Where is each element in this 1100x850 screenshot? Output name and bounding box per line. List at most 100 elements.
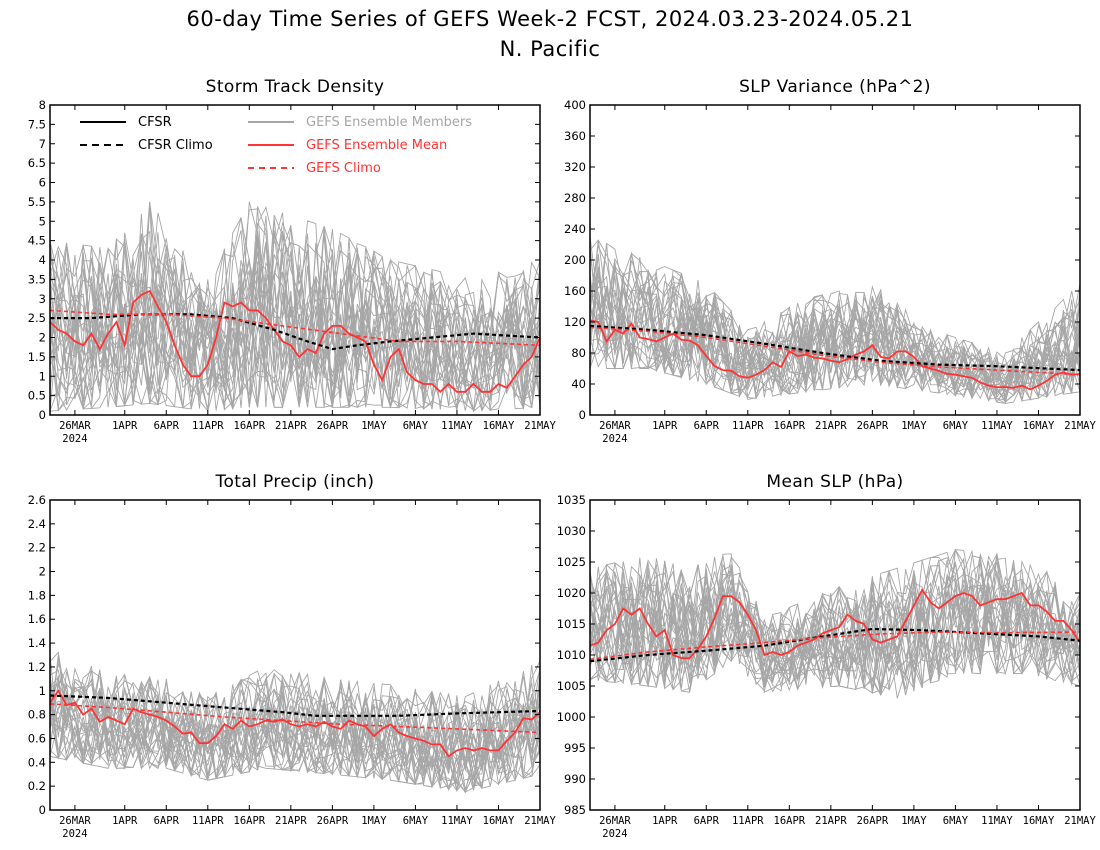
x-tick-label: 16MAY bbox=[483, 815, 515, 827]
legend-label-members: GEFS Ensemble Members bbox=[306, 115, 472, 130]
ensemble-member-line bbox=[49, 213, 541, 373]
legend-label-cfsr: CFSR bbox=[138, 115, 172, 130]
panel-total-precip: Total Precip (inch) 0 0.2 0.4 0.6 0.8 1 1.2 1.4… bbox=[28, 472, 557, 840]
y-tick-label: 3 bbox=[39, 292, 46, 306]
panel-title: SLP Variance (hPa^2) bbox=[739, 77, 931, 97]
y-tick-label: 0.8 bbox=[28, 708, 46, 722]
y-tick-label: 1.5 bbox=[28, 350, 46, 364]
y-tick-label: 1030 bbox=[557, 524, 586, 538]
x-tick-label: 11APR bbox=[192, 420, 224, 432]
x-tick-label: 26MAR bbox=[599, 815, 631, 827]
x-tick-label: 1MAY bbox=[361, 815, 387, 827]
y-tick-label: 40 bbox=[571, 377, 586, 391]
y-tick-label: 1.4 bbox=[28, 636, 46, 650]
ensemble-member-line bbox=[49, 261, 541, 413]
ensemble-member-line bbox=[49, 667, 541, 768]
cfsr-climo-line bbox=[589, 627, 1081, 663]
x-tick-label: 26MAR bbox=[599, 420, 631, 432]
y-tick-label: 2.6 bbox=[28, 493, 46, 507]
y-tick-label: 200 bbox=[564, 253, 586, 267]
plot-frame bbox=[49, 499, 541, 811]
x-tick-label: 6MAY bbox=[403, 815, 429, 827]
y-tick-label: 400 bbox=[564, 98, 586, 112]
ensemble-member-line bbox=[589, 289, 1081, 404]
y-tick-label: 120 bbox=[564, 315, 586, 329]
ensemble-member-line bbox=[589, 301, 1081, 403]
ensemble-member-line bbox=[589, 557, 1081, 683]
x-tick-label: 26APR bbox=[857, 815, 889, 827]
ensemble-member-line bbox=[589, 587, 1081, 693]
y-tick-label: 0 bbox=[39, 803, 46, 817]
y-tick-label: 2 bbox=[39, 331, 46, 345]
legend-label-gefs-climo: GEFS Climo bbox=[306, 161, 381, 176]
ensemble-member-line bbox=[589, 266, 1081, 395]
y-tick-label: 2 bbox=[39, 565, 46, 579]
y-axis: 0 0.5 1 1.5 2 2.5 3 3.5 4 4.5 5 5.5 6 6.5 7 7.5 8 bbox=[28, 98, 540, 422]
x-tick-label: 21APR bbox=[275, 420, 307, 432]
y-tick-label: 1010 bbox=[557, 648, 586, 662]
x-year-label: 2024 bbox=[602, 433, 627, 445]
x-axis: 26MAR 1APR 6APR 11APR 16APR 21APR 26APR 1MAY 6MA… bbox=[59, 500, 556, 840]
ensemble-member-line bbox=[49, 230, 541, 402]
y-tick-label: 3.5 bbox=[28, 272, 46, 286]
y-tick-label: 1.2 bbox=[28, 660, 46, 674]
ensemble-member-line bbox=[49, 662, 541, 770]
x-tick-label: 16MAY bbox=[483, 420, 515, 432]
ensemble-member-line bbox=[49, 654, 541, 762]
ensemble-mean-line bbox=[589, 588, 1081, 659]
y-tick-label: 4 bbox=[39, 253, 46, 267]
x-tick-label: 1APR bbox=[652, 815, 678, 827]
panel-slp-variance: SLP Variance (hPa^2) 0 40 80 120 160 200 240 28… bbox=[564, 77, 1096, 445]
x-tick-label: 6MAY bbox=[943, 815, 969, 827]
x-tick-label: 16APR bbox=[774, 420, 806, 432]
ensemble-members bbox=[49, 651, 541, 794]
y-tick-label: 0 bbox=[39, 408, 46, 422]
y-tick-label: 320 bbox=[564, 160, 586, 174]
x-tick-label: 6MAY bbox=[943, 420, 969, 432]
panel-title: Mean SLP (hPa) bbox=[766, 472, 903, 492]
x-tick-label: 26APR bbox=[857, 420, 889, 432]
x-tick-label: 21APR bbox=[815, 815, 847, 827]
y-tick-label: 0.2 bbox=[28, 779, 46, 793]
x-tick-label: 16APR bbox=[234, 420, 266, 432]
x-tick-label: 26APR bbox=[317, 815, 349, 827]
y-tick-label: 4.5 bbox=[28, 234, 46, 248]
panel-storm-track-density: Storm Track Density 0 0.5 1 1.5 2 2.5 3 3.5 4 4.5… bbox=[28, 77, 557, 445]
y-tick-label: 80 bbox=[571, 346, 586, 360]
y-tick-label: 990 bbox=[564, 772, 586, 786]
figure-subtitle: N. Pacific bbox=[500, 37, 601, 61]
y-axis: 0 40 80 120 160 200 240 280 320 360 400 bbox=[564, 98, 1080, 422]
ensemble-member-line bbox=[589, 260, 1081, 403]
y-tick-label: 6 bbox=[39, 176, 46, 190]
ensemble-member-line bbox=[49, 201, 541, 383]
y-tick-label: 0.6 bbox=[28, 731, 46, 745]
y-tick-label: 160 bbox=[564, 284, 586, 298]
x-tick-label: 1MAY bbox=[901, 815, 927, 827]
x-tick-label: 6APR bbox=[694, 420, 720, 432]
x-tick-label: 16MAY bbox=[1023, 815, 1055, 827]
ensemble-mean-line bbox=[49, 689, 541, 758]
gefs-climo-line bbox=[589, 326, 1081, 376]
y-tick-label: 2.4 bbox=[28, 517, 46, 531]
y-tick-label: 1.8 bbox=[28, 588, 46, 602]
y-tick-label: 2.2 bbox=[28, 541, 46, 555]
y-tick-label: 7 bbox=[39, 137, 46, 151]
x-tick-label: 16APR bbox=[234, 815, 266, 827]
y-tick-label: 1005 bbox=[557, 679, 586, 693]
ensemble-member-line bbox=[49, 694, 541, 793]
x-tick-label: 21MAY bbox=[1064, 420, 1096, 432]
x-tick-label: 6APR bbox=[154, 815, 180, 827]
ensemble-member-line bbox=[49, 267, 541, 412]
ensemble-member-line bbox=[49, 238, 541, 393]
panel-title: Total Precip (inch) bbox=[215, 472, 375, 492]
x-tick-label: 26MAR bbox=[59, 815, 91, 827]
figure-title: 60-day Time Series of GEFS Week-2 FCST, … bbox=[186, 7, 913, 31]
y-tick-label: 0.5 bbox=[28, 389, 46, 403]
ensemble-member-line bbox=[589, 236, 1081, 392]
y-tick-label: 7.5 bbox=[28, 117, 46, 131]
y-tick-label: 1 bbox=[39, 369, 46, 383]
legend-label-cfsr-climo: CFSR Climo bbox=[138, 138, 213, 153]
x-tick-label: 26APR bbox=[317, 420, 349, 432]
y-tick-label: 1025 bbox=[557, 555, 586, 569]
y-tick-label: 1015 bbox=[557, 617, 586, 631]
